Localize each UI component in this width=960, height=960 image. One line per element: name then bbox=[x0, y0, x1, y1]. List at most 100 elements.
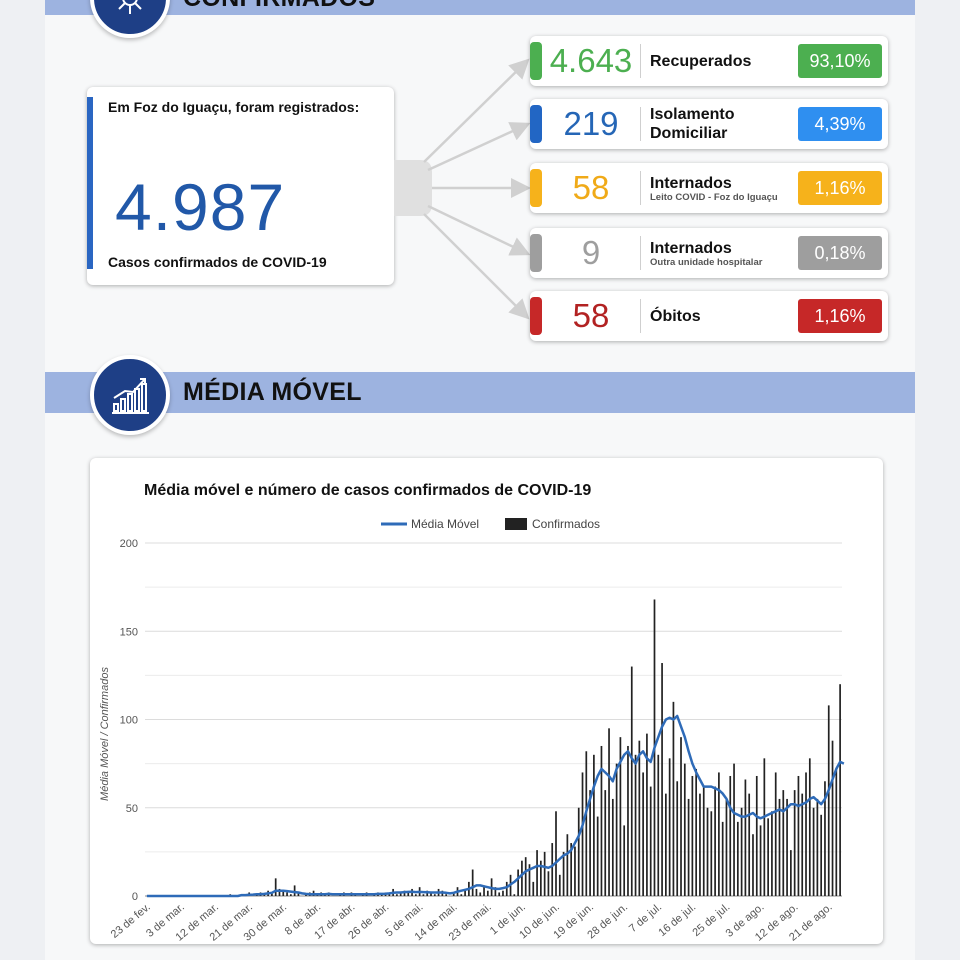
virus-icon bbox=[118, 0, 142, 14]
bar-confirmados bbox=[570, 843, 573, 896]
y-tick-label: 0 bbox=[132, 891, 138, 903]
chart-legend: Média Móvel Confirmados bbox=[381, 517, 600, 531]
bar-confirmados bbox=[665, 793, 667, 896]
bar-confirmados bbox=[740, 807, 743, 896]
bar-confirmados bbox=[699, 793, 701, 896]
stat-label-group: Recuperados bbox=[650, 36, 751, 86]
stat-divider bbox=[640, 236, 641, 270]
stat-divider bbox=[640, 299, 641, 333]
section-header-bar-confirmados bbox=[45, 0, 915, 15]
stat-label: Internados bbox=[650, 239, 732, 257]
bar-confirmados bbox=[623, 825, 626, 896]
stat-label: Óbitos bbox=[650, 307, 701, 325]
stat-isolamento: 219 Isolamento Domiciliar 4,39% bbox=[530, 99, 888, 149]
stat-label: Isolamento Domiciliar bbox=[650, 106, 735, 142]
bar-confirmados bbox=[399, 892, 402, 896]
stat-color-tab bbox=[530, 297, 542, 335]
bar-confirmados bbox=[536, 850, 538, 896]
y-tick-label: 200 bbox=[120, 538, 138, 550]
bar-confirmados bbox=[498, 892, 501, 896]
bar-confirmados bbox=[687, 798, 690, 896]
section-title-confirmados: CONFIRMADOS bbox=[183, 0, 375, 13]
bar-confirmados bbox=[808, 758, 811, 896]
arrow-recuperados bbox=[423, 58, 530, 163]
y-tick-label: 100 bbox=[120, 715, 138, 727]
bar-confirmados bbox=[562, 851, 565, 896]
section-icon-media-movel bbox=[90, 355, 170, 435]
bar-confirmados bbox=[725, 798, 728, 896]
x-tick-label: 16 de jul. bbox=[656, 901, 698, 939]
bar-confirmados bbox=[782, 790, 785, 896]
connector-arrows bbox=[394, 58, 531, 320]
bar-confirmados bbox=[680, 737, 682, 896]
stat-color-tab bbox=[530, 169, 542, 207]
bar-confirmados bbox=[414, 894, 417, 896]
stat-percentage: 1,16% bbox=[798, 171, 882, 205]
bar-confirmados bbox=[539, 860, 542, 896]
stat-divider bbox=[640, 171, 641, 205]
legend-label-media-movel: Média Móvel bbox=[411, 517, 479, 531]
stat-label-group: Internados Outra unidade hospitalar bbox=[650, 228, 762, 278]
arrow-isolamento bbox=[427, 122, 531, 172]
bar-confirmados bbox=[816, 798, 819, 896]
bar-confirmados bbox=[600, 745, 603, 896]
bar-confirmados bbox=[812, 807, 815, 896]
stat-value: 219 bbox=[563, 105, 619, 142]
bar-confirmados bbox=[396, 894, 398, 896]
bar-chart-icon bbox=[112, 378, 149, 414]
bar-confirmados bbox=[433, 894, 436, 896]
bar-confirmados bbox=[422, 894, 425, 896]
bar-confirmados bbox=[748, 793, 751, 896]
bar-confirmados bbox=[596, 816, 599, 896]
stat-label-group: Óbitos bbox=[650, 291, 701, 341]
bar-confirmados bbox=[801, 793, 804, 896]
bar-confirmados bbox=[388, 894, 391, 896]
chart-title: Média móvel e número de casos confirmado… bbox=[144, 482, 591, 499]
bar-confirmados bbox=[271, 892, 273, 896]
bar-confirmados bbox=[619, 737, 622, 896]
bar-confirmados bbox=[585, 751, 588, 896]
bar-confirmados bbox=[289, 894, 292, 896]
bar-confirmados bbox=[638, 740, 641, 896]
bar-confirmados bbox=[464, 890, 466, 896]
bar-confirmados bbox=[710, 811, 713, 896]
legend-swatch-confirmados bbox=[505, 518, 527, 530]
bar-confirmados bbox=[774, 772, 777, 896]
stat-label: Recuperados bbox=[650, 52, 752, 70]
bar-confirmados bbox=[513, 894, 516, 896]
bar-confirmados bbox=[744, 779, 747, 896]
stat-label: Internados bbox=[650, 174, 732, 192]
bar-confirmados bbox=[763, 758, 766, 896]
stat-color-tab bbox=[530, 42, 542, 80]
bar-confirmados bbox=[676, 781, 679, 896]
bar-confirmados bbox=[608, 728, 610, 896]
section-title-media-movel: MÉDIA MÓVEL bbox=[183, 378, 362, 406]
stat-divider bbox=[640, 107, 641, 141]
bar-confirmados bbox=[547, 871, 550, 896]
bar-confirmados bbox=[778, 798, 781, 896]
stat-color-tab bbox=[530, 234, 542, 272]
stat-percentage: 0,18% bbox=[798, 236, 882, 270]
arrow-obitos bbox=[423, 213, 530, 320]
bar-confirmados bbox=[445, 894, 448, 896]
bar-confirmados bbox=[733, 763, 735, 896]
bar-confirmados bbox=[827, 705, 830, 896]
bar-confirmados bbox=[486, 890, 489, 896]
stat-obitos: 58 Óbitos 1,16% bbox=[530, 291, 888, 341]
connector-hub bbox=[394, 160, 432, 216]
summary-heading: Em Foz do Iguaçu, foram registrados: bbox=[108, 99, 360, 115]
bar-confirmados bbox=[274, 878, 277, 896]
bar-confirmados bbox=[471, 869, 474, 896]
bar-confirmados bbox=[460, 894, 463, 896]
summary-accent-bar bbox=[87, 97, 93, 269]
bar-confirmados bbox=[683, 763, 686, 896]
bar-confirmados bbox=[657, 754, 660, 896]
bar-confirmados bbox=[786, 798, 788, 896]
bar-confirmados bbox=[604, 790, 607, 896]
bar-confirmados bbox=[714, 786, 716, 896]
bar-confirmados bbox=[483, 885, 485, 896]
bar-confirmados bbox=[286, 892, 288, 896]
stat-percentage: 4,39% bbox=[798, 107, 882, 141]
bar-confirmados bbox=[627, 745, 629, 896]
bar-confirmados bbox=[793, 790, 796, 896]
